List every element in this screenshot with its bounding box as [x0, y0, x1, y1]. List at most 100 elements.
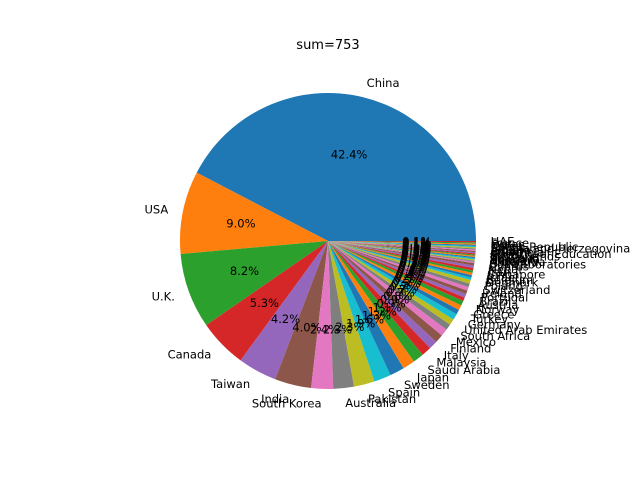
- pie-slice: [180, 172, 328, 254]
- pie-slice: [328, 241, 474, 273]
- slice-percent: 0.1%: [402, 237, 431, 251]
- slice-label: Belgium: [486, 273, 533, 287]
- slice-label: Romania: [490, 252, 540, 266]
- slice-label: Mexico: [456, 335, 496, 349]
- pie-slice: [328, 241, 451, 330]
- pie-slice: [328, 241, 476, 245]
- slice-label: Spain: [388, 385, 420, 399]
- slice-percent: 0.4%: [395, 269, 424, 283]
- slice-percent: 0.3%: [399, 257, 428, 271]
- pie-slice: [328, 241, 467, 298]
- pie-slice: [328, 241, 476, 253]
- pie-slice: [328, 241, 472, 278]
- pie-slice: [328, 241, 476, 246]
- slice-percent: 0.3%: [401, 248, 430, 262]
- pie-slice: [196, 92, 477, 241]
- slice-percent: 0.1%: [402, 244, 431, 258]
- pie-slice: [328, 241, 476, 258]
- slice-percent: 0.1%: [402, 243, 431, 257]
- slice-percent: 0.1%: [402, 240, 431, 254]
- slice-percent: 0.1%: [402, 238, 431, 252]
- slice-percent: 0.3%: [400, 254, 429, 268]
- slice-percent: 0.3%: [401, 251, 430, 265]
- pie-slice: [328, 241, 471, 284]
- pie-slice: [328, 241, 472, 281]
- slice-percent: 0.1%: [402, 242, 431, 256]
- pie-slices: [180, 92, 477, 389]
- slice-label: Czech Republic: [491, 240, 579, 254]
- slice-percent: 2.4%: [310, 323, 339, 337]
- slice-percent: 0.1%: [402, 240, 431, 254]
- pie-slice: [328, 241, 447, 336]
- pie-slice: [328, 241, 474, 269]
- slice-label: France: [491, 236, 529, 250]
- slice-percent: 0.9%: [380, 293, 409, 307]
- slice-percent: 0.1%: [402, 243, 431, 257]
- slice-percent: 1.9%: [346, 317, 375, 331]
- slice-label: United Arab Emirates: [464, 323, 587, 337]
- pie-slice: [328, 241, 476, 248]
- slice-label: Canada: [168, 348, 212, 362]
- slice-percent: 0.1%: [402, 237, 431, 251]
- pie-slice: [328, 241, 454, 325]
- pie-slice: [328, 241, 476, 249]
- pie-slice: [275, 241, 328, 389]
- pie-slice: [328, 241, 460, 315]
- slice-label: Bell Laboratories: [489, 258, 586, 272]
- pie-slice: [206, 241, 328, 361]
- pie-slice: [328, 241, 475, 266]
- slice-label: Sweden: [404, 378, 449, 392]
- slice-label: Australia: [345, 396, 396, 410]
- slice-label: Germany: [468, 317, 521, 331]
- slice-label: Ireland: [482, 287, 522, 301]
- slice-label: Argentina: [489, 255, 545, 269]
- slice-label: Pakistan: [368, 392, 416, 406]
- slice-percent: 0.1%: [402, 241, 431, 255]
- slice-percent: 0.9%: [377, 296, 406, 310]
- pie-slice: [328, 241, 414, 369]
- slice-label: Greece: [473, 307, 514, 321]
- slice-label: China: [367, 76, 400, 90]
- slice-label: Portugal: [481, 291, 529, 305]
- slice-label: Colombia: [490, 246, 544, 260]
- pie-slice: [328, 241, 442, 342]
- slice-percent: 9.0%: [226, 217, 255, 231]
- pie-slice: [328, 241, 465, 301]
- slice-label: Brazil: [479, 294, 511, 308]
- slice-percent: 0.4%: [399, 259, 428, 273]
- pie-slice: [328, 241, 437, 349]
- slice-percent: 0.3%: [400, 255, 429, 269]
- pie-slice: [328, 241, 355, 389]
- slice-label: Austria: [478, 298, 519, 312]
- pie-slice: [328, 241, 475, 261]
- chart-title: sum=753: [296, 38, 359, 53]
- pie-slice: [328, 241, 475, 264]
- pie-slice: [240, 241, 328, 380]
- slice-label: Taiwan: [210, 377, 250, 391]
- slice-percent: 0.4%: [396, 267, 425, 281]
- pie-slice: [328, 241, 476, 251]
- pie-slice: [328, 241, 476, 254]
- slice-label: Iran: [488, 265, 510, 279]
- slice-label: U.K.: [152, 289, 175, 303]
- slice-percent: 1.6%: [355, 313, 384, 327]
- slice-percent: 0.1%: [402, 239, 431, 253]
- slice-percent: 0.4%: [397, 265, 426, 279]
- slice-label: Italy: [444, 349, 469, 363]
- slice-percent: 0.5%: [391, 277, 420, 291]
- pie-slice: [328, 241, 462, 310]
- pie-slice: [328, 241, 391, 382]
- slice-label: Malaysia: [436, 356, 486, 370]
- slice-label: Hungary: [490, 254, 539, 268]
- slice-percent: 0.3%: [400, 252, 429, 266]
- slice-percent: 42.4%: [331, 148, 368, 162]
- slice-percent: 2.3%: [335, 320, 364, 334]
- slice-percent: 0.8%: [383, 289, 412, 303]
- slice-percent: 0.1%: [402, 235, 431, 249]
- slice-label: Egypt: [490, 248, 524, 262]
- slice-percent: 1.3%: [362, 308, 391, 322]
- slice-label: Norway: [476, 302, 520, 316]
- slice-percent: 0.7%: [386, 286, 415, 300]
